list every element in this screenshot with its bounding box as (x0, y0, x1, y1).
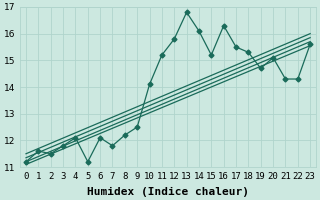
X-axis label: Humidex (Indice chaleur): Humidex (Indice chaleur) (87, 186, 249, 197)
